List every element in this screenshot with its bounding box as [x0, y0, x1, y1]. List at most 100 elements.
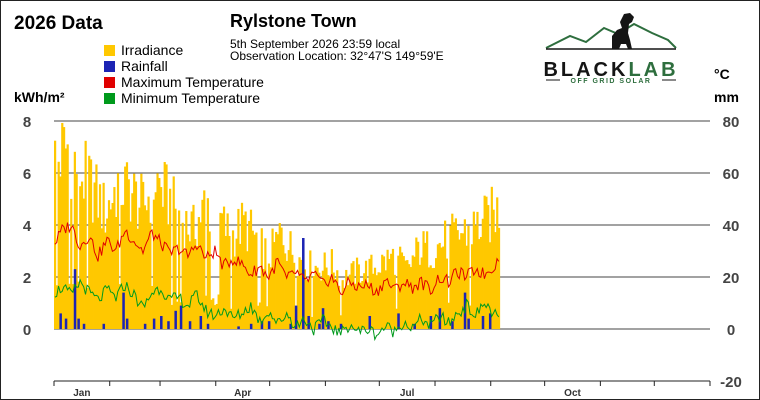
irradiance-bar — [228, 235, 231, 329]
irradiance-bar — [104, 232, 107, 329]
irradiance-bar — [472, 211, 475, 329]
irradiance-bar — [452, 222, 456, 329]
rainfall-bar — [294, 305, 298, 329]
irradiance-bar — [251, 230, 254, 329]
irradiance-bar — [71, 284, 75, 329]
irradiance-bar — [366, 282, 369, 329]
irradiance-bar — [208, 231, 211, 329]
irradiance-bar — [258, 302, 262, 329]
irradiance-bar — [497, 227, 501, 329]
irradiance-bar — [111, 203, 114, 329]
rainfall-bar — [179, 305, 183, 329]
min-temp-series — [54, 278, 500, 342]
irradiance-bar — [210, 299, 213, 329]
irradiance-bar — [291, 254, 294, 329]
irradiance-bar — [264, 238, 267, 329]
irradiance-bar — [409, 267, 413, 329]
irradiance-bars — [54, 122, 501, 329]
irradiance-bar — [233, 256, 236, 329]
irradiance-bar — [461, 233, 465, 329]
irradiance-bar — [82, 198, 85, 329]
irradiance-bar — [319, 280, 323, 329]
max-temp-line — [54, 222, 500, 296]
irradiance-bar — [97, 217, 100, 329]
irradiance-bar — [444, 220, 447, 329]
chart-title: Rylstone Town — [230, 11, 357, 31]
irradiance-bar — [357, 264, 360, 329]
logo-mountains — [545, 22, 677, 49]
irradiance-bar — [235, 238, 238, 329]
irradiance-bar — [249, 209, 253, 329]
irradiance-bar — [418, 264, 422, 329]
rainfall-bar — [488, 313, 492, 329]
rainfall-bar — [318, 323, 321, 329]
irradiance-bar — [339, 315, 342, 329]
legend-item-irradiance: Irradiance — [104, 42, 183, 58]
rainfall-bar — [167, 321, 170, 329]
irradiance-bar — [64, 148, 67, 329]
rainfall-bar — [143, 323, 147, 329]
irradiance-bar — [460, 233, 463, 329]
irradiance-bar — [237, 208, 240, 329]
rainfall-bar — [368, 316, 372, 329]
irradiance-bar — [84, 140, 87, 329]
irradiance-bar — [415, 237, 418, 329]
irradiance-bar — [253, 234, 256, 329]
irradiance-bar — [280, 227, 283, 329]
left-axis-unit: kWh/m² — [14, 89, 65, 105]
rainfall-bar — [481, 316, 485, 329]
x-tick-label: Apr — [234, 388, 251, 399]
irradiance-bar — [318, 272, 321, 329]
observation-date: 5th September 2026 23:59 local — [230, 37, 401, 51]
irradiance-bar — [156, 173, 159, 329]
irradiance-bar — [203, 190, 206, 329]
irradiance-bar — [118, 284, 121, 329]
irradiance-bar — [185, 211, 188, 329]
irradiance-bar — [147, 196, 150, 329]
irradiance-bar — [483, 195, 486, 329]
irradiance-bar — [463, 219, 466, 329]
irradiance-bar — [75, 174, 78, 329]
irradiance-bar — [160, 187, 163, 329]
rainfall-bar — [438, 308, 442, 329]
irradiance-bar — [400, 252, 404, 329]
irradiance-bar — [231, 230, 235, 329]
irradiance-bar — [267, 263, 271, 329]
irradiance-bar — [370, 254, 373, 329]
irradiance-bar — [145, 210, 148, 329]
left-tick-label: 4 — [23, 218, 32, 235]
irradiance-bar — [77, 281, 80, 329]
irradiance-bar — [469, 305, 472, 329]
legend-item-rainfall: Rainfall — [104, 58, 168, 74]
irradiance-bar — [165, 164, 168, 329]
irradiance-bar — [79, 186, 82, 329]
irradiance-bar — [124, 166, 127, 329]
irradiance-bar — [172, 176, 175, 329]
legend-label: Rainfall — [121, 58, 168, 74]
irradiance-bar — [107, 200, 111, 329]
irradiance-bar — [298, 257, 301, 329]
irradiance-bar — [393, 274, 396, 329]
legend-label: Irradiance — [121, 42, 184, 58]
irradiance-bar — [244, 211, 247, 329]
left-tick-label: 2 — [23, 270, 31, 287]
rainfall-bar — [237, 326, 240, 329]
irradiance-bar — [68, 283, 71, 329]
irradiance-bar — [66, 144, 69, 329]
irradiance-bar — [311, 316, 314, 329]
irradiance-bar — [377, 272, 380, 329]
irradiance-bar — [161, 206, 165, 329]
irradiance-bar — [113, 187, 116, 329]
irradiance-bar — [388, 258, 391, 329]
irradiance-bar — [373, 267, 377, 329]
irradiance-bar — [413, 256, 416, 329]
right-tick-label: 20 — [723, 270, 740, 287]
irradiance-bar — [303, 269, 307, 329]
irradiance-bar — [332, 272, 335, 329]
logo-dog-icon — [612, 13, 634, 49]
irradiance-bar — [195, 245, 199, 329]
legend-swatch-rainfall — [104, 61, 115, 72]
irradiance-bar — [122, 204, 125, 329]
irradiance-bar — [305, 280, 308, 329]
legend-label: Maximum Temperature — [121, 74, 264, 90]
